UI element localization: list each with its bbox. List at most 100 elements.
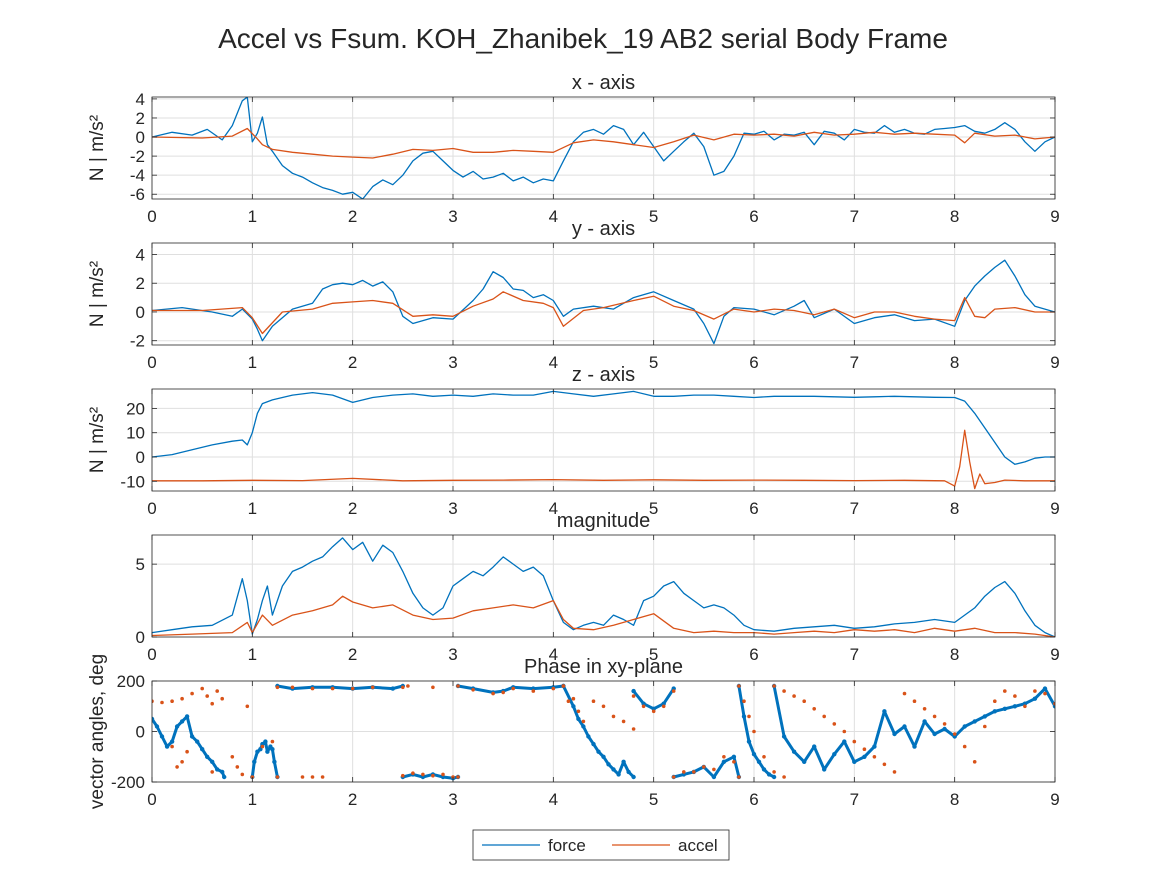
x-tick-label: 7 [850,207,859,226]
series-accel-point [215,689,219,693]
series-accel-point [1053,701,1055,706]
series-accel-point [892,770,897,774]
series-accel-point [651,709,656,714]
series-accel-point [300,775,305,779]
x-tick-label: 8 [950,499,959,518]
y-tick-label: 5 [136,555,145,574]
series-accel-point [350,686,355,691]
series-accel-point [170,699,174,703]
series-accel-point [983,724,987,729]
x-tick-label: 9 [1050,499,1059,518]
x-tick-label: 1 [248,499,257,518]
axes-box [151,96,1056,200]
series-accel-point [310,775,315,779]
subplot-title: magnitude [557,510,650,532]
series-accel-point [601,704,606,709]
x-tick-label: 6 [749,645,758,664]
x-tick-label: 6 [749,790,758,809]
series-group [152,259,1055,345]
series-force-trace [772,685,1055,771]
series-accel-point [491,691,495,696]
series-force-line [152,390,1055,465]
series-accel-point [471,688,475,692]
series-force-line [152,259,1055,345]
x-tick-label: 5 [649,207,658,226]
y-tick-label: 4 [136,90,145,109]
y-tick-label: 2 [136,274,145,293]
x-tick-label: 4 [549,207,558,226]
y-tick-label: 200 [117,672,145,691]
series-accel-point [712,767,716,772]
series-accel-point [862,747,867,751]
series-accel-point [235,765,240,769]
x-tick-label: 7 [850,353,859,372]
subplot-title: Phase in xy-plane [524,656,683,678]
series-accel-point [882,762,887,767]
series-accel-line [152,291,1055,335]
series-accel-point [175,765,179,769]
x-tick-label: 5 [649,790,658,809]
x-tick-label: 7 [850,645,859,664]
series-accel-point [932,714,937,719]
series-accel-point [842,729,847,734]
series-accel-point [912,699,917,703]
series-accel-point [406,684,410,688]
series-accel-line [152,127,1055,159]
series-force-trace [277,684,404,691]
series-accel-point [737,684,741,688]
x-tick-label: 2 [348,790,357,809]
series-accel-point [411,771,415,775]
y-tick-label: 0 [136,628,145,647]
legend: force accel [472,829,730,861]
y-tick-label: 0 [136,128,145,147]
x-tick-label: 6 [749,499,758,518]
axes-box [151,242,1056,346]
x-tick-label: 6 [749,353,758,372]
series-accel-point [581,719,586,724]
series-accel-point [566,699,571,703]
plot-area [152,243,1055,345]
series-accel-point [641,704,646,709]
y-axis-label: N | m/s² [87,261,108,327]
x-tick-label: 9 [1050,790,1059,809]
subplot-title: y - axis [572,218,635,240]
series-accel-point [245,704,250,709]
series-accel-point [431,685,435,690]
x-tick-label: 2 [348,207,357,226]
x-tick-label: 5 [649,499,658,518]
series-accel-point [631,694,636,698]
series-accel-point [330,686,335,691]
x-tick-label: 9 [1050,207,1059,226]
x-tick-label: 2 [348,499,357,518]
series-accel-point [702,765,706,769]
x-tick-label: 0 [147,645,156,664]
series-accel-point [456,775,460,779]
series-accel-point [782,775,786,779]
y-tick-label: 0 [136,723,145,742]
series-accel-point [210,770,214,774]
series-accel-point [692,770,696,774]
series-accel-point [220,696,224,701]
series-accel-point [822,714,826,719]
series-accel-point [561,684,566,688]
series-accel-point [671,775,676,779]
series-accel-point [205,694,209,698]
series-accel-point [170,744,174,749]
series-accel-point [320,775,325,779]
series-accel-point [152,699,154,703]
x-tick-label: 5 [649,353,658,372]
series-accel-point [270,739,275,744]
series-accel-point [972,760,977,764]
series-accel-point [180,760,184,764]
series-accel-point [737,775,741,779]
y-tick-label: 20 [126,399,145,418]
series-accel-point [782,689,786,693]
series-accel-point [993,699,997,703]
series-accel-point [240,772,245,777]
series-accel-point [852,739,857,744]
series-accel-point [185,749,189,754]
x-tick-label: 7 [850,790,859,809]
y-tick-label: 2 [136,109,145,128]
